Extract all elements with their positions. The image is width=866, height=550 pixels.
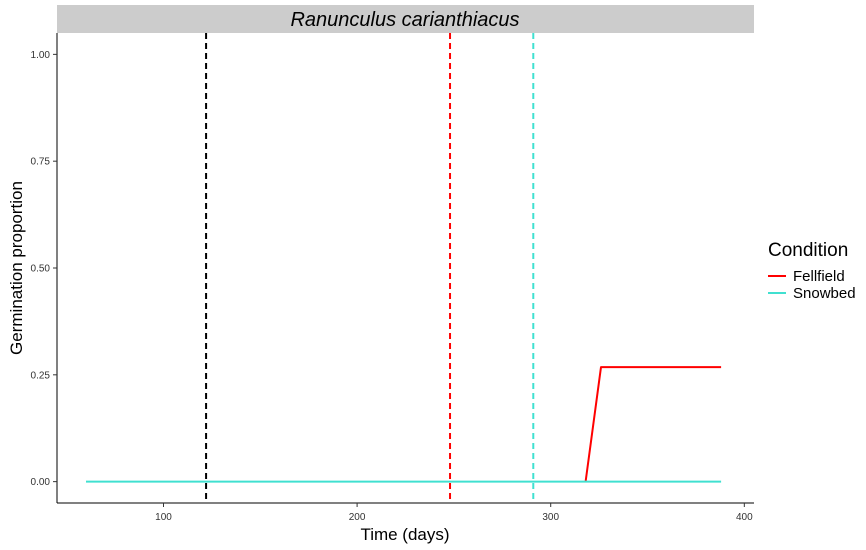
facet-title: Ranunculus carianthiacus xyxy=(290,9,519,31)
x-axis-title: Time (days) xyxy=(360,525,449,544)
y-tick-label: 0.50 xyxy=(31,264,51,275)
x-tick-label: 300 xyxy=(542,512,559,523)
y-tick-label: 0.25 xyxy=(31,370,51,381)
plot-panel xyxy=(86,33,722,503)
y-tick-label: 0.00 xyxy=(31,477,51,488)
x-tick-label: 200 xyxy=(349,512,366,523)
y-axis-title: Germination proportion xyxy=(7,181,26,355)
x-tick-label: 100 xyxy=(155,512,172,523)
legend-title: Condition xyxy=(768,240,848,261)
y-tick-label: 1.00 xyxy=(31,50,51,61)
y-tick-label: 0.75 xyxy=(31,157,51,168)
facet-strip xyxy=(57,5,754,33)
x-axis-ticks: 100 200 300 400 xyxy=(155,503,753,523)
legend-label-fellfield: Fellfield xyxy=(793,268,845,285)
x-tick-label: 400 xyxy=(736,512,753,523)
series-line-fellfield xyxy=(584,366,722,482)
legend-label-snowbed: Snowbed xyxy=(793,285,856,302)
y-axis-ticks: 0.00 0.25 0.50 0.75 1.00 xyxy=(31,50,57,488)
